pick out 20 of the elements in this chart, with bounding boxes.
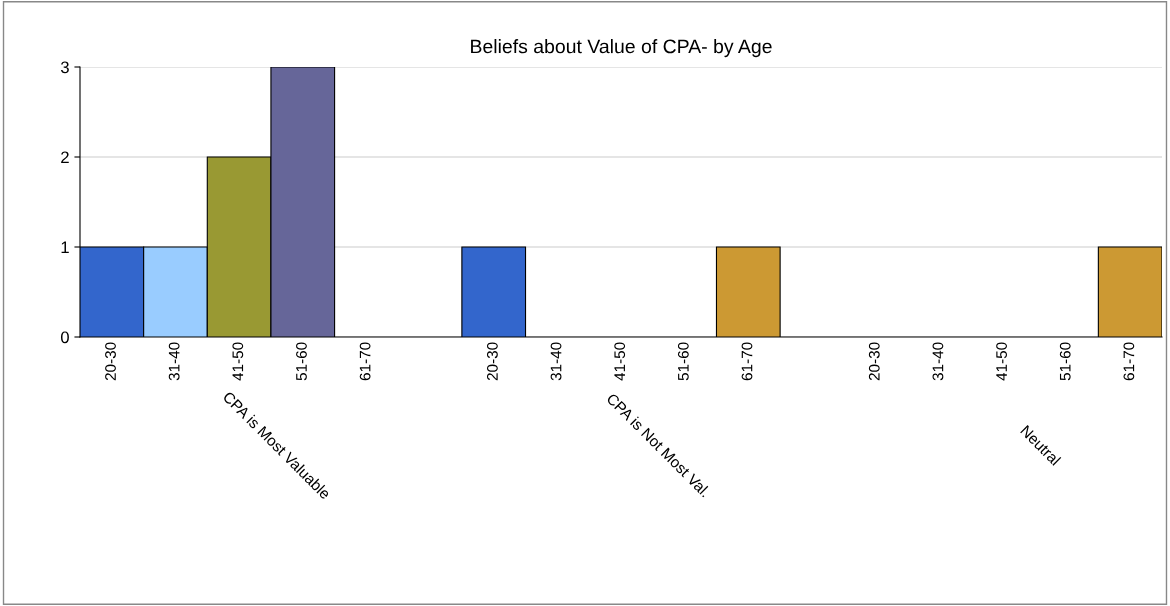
text: 61-70	[741, 342, 753, 381]
y-tick-label: 3	[60, 61, 69, 74]
y-tick-label: 1	[61, 241, 69, 254]
text: 41-50	[996, 342, 1007, 381]
text: 20-30	[486, 342, 498, 381]
text: 41-50	[232, 342, 244, 381]
text: 51-60	[1059, 342, 1071, 381]
text: 51-60	[677, 342, 689, 381]
text: 31-40	[550, 342, 562, 381]
chart-title: Beliefs about Value of CPA- by Age	[471, 39, 772, 58]
y-tick-label: 0	[60, 331, 69, 344]
text: 61-70	[359, 342, 371, 381]
text: 31-40	[168, 342, 180, 381]
text: 61-70	[1123, 342, 1135, 381]
text: 51-60	[296, 342, 307, 381]
text: 41-50	[614, 342, 626, 381]
y-tick-label: 2	[61, 151, 69, 164]
text: 20-30	[868, 342, 880, 381]
text: 31-40	[932, 342, 944, 381]
text: 20-30	[105, 342, 116, 381]
